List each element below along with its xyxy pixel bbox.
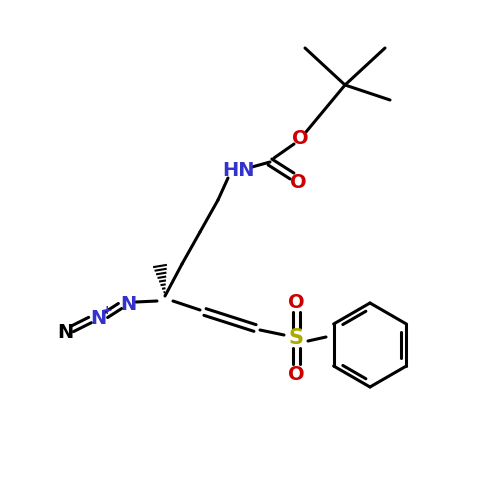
Text: O: O (292, 128, 308, 148)
Text: +: + (102, 304, 112, 316)
Text: N: N (57, 322, 73, 342)
Text: O: O (288, 292, 304, 312)
Text: HN: HN (222, 160, 254, 180)
Text: O: O (290, 172, 306, 192)
Text: S: S (288, 328, 304, 348)
Text: N: N (120, 294, 136, 314)
Text: N: N (90, 308, 106, 328)
Text: O: O (288, 364, 304, 384)
